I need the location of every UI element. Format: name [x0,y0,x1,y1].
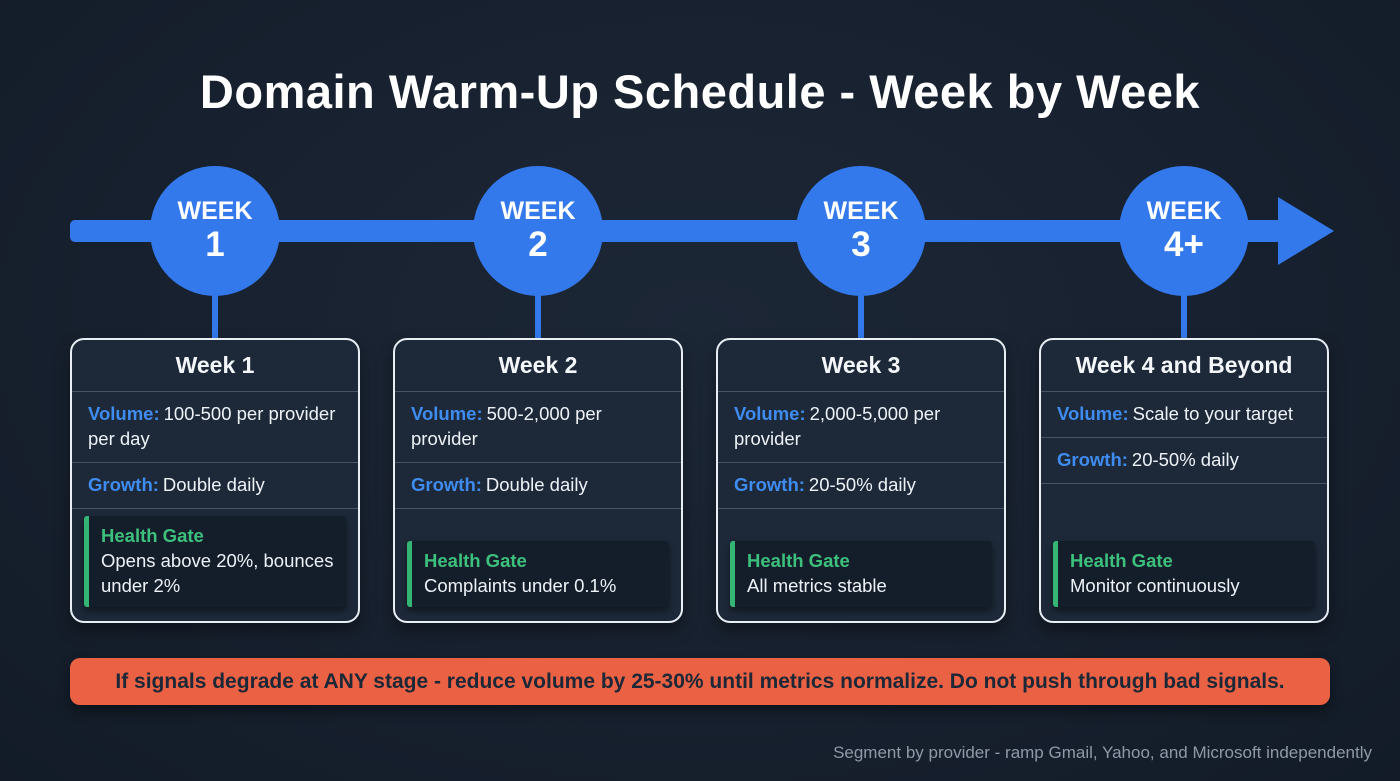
health-gate-label: Health Gate [747,550,850,572]
growth-label: Growth: [411,473,482,495]
card-week-2: Week 2 Volume: 500-2,000 per provider Gro… [393,338,683,623]
growth-label: Growth: [1057,448,1128,470]
health-gate-value: Complaints under 0.1% [424,575,617,597]
volume-value: 100-500 per provider per day [88,403,336,449]
week-number: 2 [528,224,548,264]
week-number: 4+ [1164,224,1204,264]
warning-banner: If signals degrade at ANY stage - reduce… [70,658,1330,705]
growth-value: Double daily [162,473,265,495]
card-title: Week 2 [395,340,681,392]
growth-value: 20-50% daily [808,473,916,495]
health-gate-block: Health Gate Complaints under 0.1% [407,541,669,607]
volume-row: Volume: 2,000-5,000 per provider [718,392,1004,463]
week-label: WEEK [500,197,576,225]
card-week-1: Week 1 Volume: 100-500 per provider per d… [70,338,360,623]
week-label: WEEK [177,197,253,225]
health-gate-value: Monitor continuously [1070,575,1240,597]
timeline-arrow-line [70,220,1282,242]
volume-label: Volume: [1057,403,1129,424]
volume-row: Volume: 500-2,000 per provider [395,392,681,463]
health-gate-block: Health Gate Monitor continuously [1053,541,1315,607]
timeline-node-week-4: WEEK 4+ [1119,166,1249,296]
health-gate-value: All metrics stable [747,575,887,597]
volume-row: Volume: 100-500 per provider per day [72,392,358,463]
week-label: WEEK [1146,197,1222,225]
page-title: Domain Warm-Up Schedule - Week by Week [199,65,1201,118]
node-card-connector [535,294,541,340]
volume-value: Scale to your target [1132,403,1294,424]
week-cards-row: Week 1 Volume: 100-500 per provider per d… [70,338,1330,623]
card-title: Week 1 [72,340,358,392]
growth-row: Growth: 20-50% daily [1041,438,1327,484]
health-gate-value: Opens above 20%, bounces under 2% [101,550,334,597]
card-title: Week 4 and Beyond [1041,340,1327,392]
growth-value: Double daily [485,473,588,495]
health-gate-block: Health Gate Opens above 20%, bounces unde… [84,516,346,607]
volume-label: Volume: [88,403,160,424]
node-card-connector [858,294,864,340]
growth-row: Growth: Double daily [72,463,358,509]
footer-note: Segment by provider - ramp Gmail, Yahoo,… [833,743,1372,762]
week-number: 1 [205,224,225,264]
timeline-node-week-2: WEEK 2 [473,166,603,296]
volume-label: Volume: [411,403,483,424]
volume-value: 500-2,000 per provider [411,403,602,449]
health-gate-label: Health Gate [1070,550,1173,572]
growth-row: Growth: Double daily [395,463,681,509]
card-week-3: Week 3 Volume: 2,000-5,000 per provider G… [716,338,1006,623]
growth-label: Growth: [88,473,159,495]
growth-value: 20-50% daily [1131,448,1239,470]
card-title: Week 3 [718,340,1004,392]
volume-row: Volume: Scale to your target [1041,392,1327,438]
arrow-right-icon [1278,197,1334,265]
volume-label: Volume: [734,403,806,424]
health-gate-label: Health Gate [101,525,204,547]
node-card-connector [1181,294,1187,340]
volume-value: 2,000-5,000 per provider [734,403,941,449]
growth-label: Growth: [734,473,805,495]
health-gate-label: Health Gate [424,550,527,572]
health-gate-block: Health Gate All metrics stable [730,541,992,607]
timeline-node-week-3: WEEK 3 [796,166,926,296]
node-card-connector [212,294,218,340]
growth-row: Growth: 20-50% daily [718,463,1004,509]
week-label: WEEK [823,197,899,225]
card-week-4: Week 4 and Beyond Volume: Scale to your t… [1039,338,1329,623]
week-number: 3 [851,224,871,264]
timeline-node-week-1: WEEK 1 [150,166,280,296]
